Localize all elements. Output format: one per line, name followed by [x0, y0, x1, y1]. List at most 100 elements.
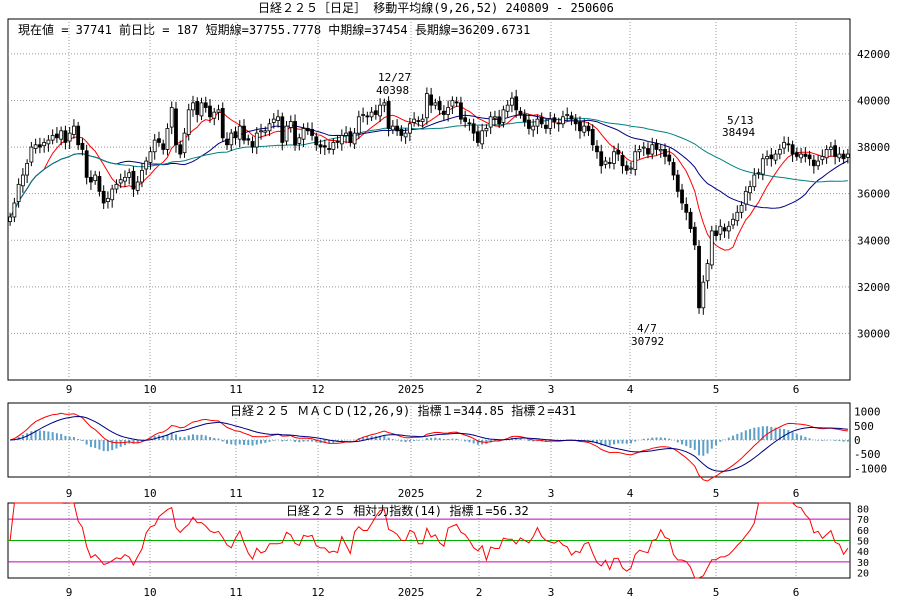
- macd-histogram-bar: [612, 440, 615, 445]
- candle-body: [684, 203, 689, 213]
- price-y-tick-label: 38000: [857, 141, 890, 154]
- annotation-1227-date: 12/27: [378, 71, 411, 84]
- x-tick-label: 2: [476, 487, 483, 500]
- candle-body: [16, 183, 21, 202]
- macd-histogram-bar: [43, 430, 46, 440]
- candle-body: [233, 131, 238, 139]
- macd-histogram-bar: [757, 427, 760, 440]
- rsi-y-tick-label: 50: [857, 537, 869, 548]
- candle-body: [760, 158, 765, 175]
- candle-body: [458, 102, 463, 120]
- candle-body: [276, 116, 280, 121]
- macd-histogram-bar: [374, 436, 377, 440]
- macd-histogram-bar: [383, 435, 386, 440]
- candle-body: [157, 138, 161, 143]
- candle-body: [522, 114, 527, 122]
- candle-body: [833, 145, 838, 157]
- candle-body: [663, 149, 667, 157]
- macd-histogram-bar: [174, 434, 177, 440]
- candle-body: [297, 137, 302, 144]
- candle-body: [841, 153, 846, 160]
- candle-body: [824, 149, 829, 159]
- candle-body: [335, 140, 340, 143]
- macd-histogram-bar: [51, 432, 54, 440]
- candle-body: [637, 149, 642, 153]
- candle-body: [454, 101, 459, 104]
- candle-body: [144, 160, 149, 170]
- macd-histogram-bar: [527, 440, 530, 441]
- candle-body: [561, 116, 565, 125]
- macd-histogram-bar: [162, 435, 165, 440]
- candle-body: [369, 111, 374, 118]
- candle-body: [186, 109, 191, 135]
- macd-histogram-bar: [838, 440, 841, 442]
- macd-histogram-bar: [149, 438, 152, 440]
- candle-body: [89, 176, 93, 183]
- macd-histogram-bar: [183, 436, 186, 440]
- candle-body: [739, 204, 744, 213]
- macd-histogram-bar: [47, 431, 50, 440]
- macd-histogram-bar: [817, 440, 820, 441]
- macd-histogram-bar: [804, 436, 807, 440]
- macd-histogram-bar: [642, 438, 645, 440]
- candle-body: [599, 151, 604, 167]
- macd-histogram-bar: [744, 430, 747, 440]
- macd-histogram-bar: [753, 427, 756, 440]
- x-tick-label: 6: [793, 586, 800, 599]
- macd-histogram-bar: [727, 437, 730, 440]
- candle-body: [361, 114, 365, 116]
- macd-histogram-bar: [689, 440, 692, 448]
- macd-histogram-bar: [306, 440, 309, 442]
- macd-histogram-bar: [340, 440, 343, 442]
- macd-histogram-bar: [115, 440, 118, 449]
- candle-body: [718, 225, 723, 235]
- candle-body: [569, 115, 574, 120]
- candle-body: [140, 169, 144, 183]
- candle-body: [777, 149, 782, 155]
- candle-body: [667, 154, 672, 162]
- candle-body: [250, 141, 255, 148]
- candle-body: [237, 125, 242, 140]
- x-tick-label: 5: [713, 586, 720, 599]
- macd-histogram-bar: [179, 436, 182, 440]
- candle-body: [208, 105, 212, 118]
- candle-body: [259, 130, 263, 133]
- candle-body: [118, 179, 123, 184]
- candle-body: [514, 96, 519, 111]
- macd-histogram-bar: [264, 440, 267, 443]
- macd-histogram-bar: [795, 434, 798, 440]
- candle-body: [586, 125, 591, 132]
- candle-body: [709, 230, 714, 266]
- macd-histogram-bar: [800, 435, 803, 440]
- candle-body: [807, 154, 812, 160]
- candle-body: [756, 172, 761, 175]
- rsi-y-tick-label: 70: [857, 515, 869, 526]
- candle-body: [59, 130, 64, 140]
- macd-histogram-bar: [119, 440, 122, 447]
- macd-histogram-bar: [719, 440, 722, 442]
- candle-body: [493, 116, 497, 119]
- candle-body: [322, 145, 327, 148]
- candle-body: [811, 159, 816, 167]
- candle-body: [93, 174, 98, 182]
- macd-histogram-bar: [221, 440, 224, 442]
- macd-histogram-bar: [430, 437, 433, 440]
- price-y-tick-label: 34000: [857, 234, 890, 247]
- macd-histogram-bar: [102, 440, 105, 452]
- macd-histogram-bar: [106, 440, 109, 452]
- x-tick-label: 9: [66, 383, 73, 396]
- macd-title: 日経２２５ ＭＡＣＤ(12,26,9) 指標１=344.85 指標２=431: [230, 403, 576, 418]
- macd-histogram-bar: [408, 440, 411, 442]
- macd-histogram-bar: [655, 437, 658, 440]
- macd-histogram-bar: [72, 437, 75, 440]
- candle-body: [305, 128, 310, 132]
- candle-body: [675, 174, 680, 192]
- candle-body: [356, 116, 361, 134]
- macd-histogram-bar: [166, 434, 169, 440]
- macd-histogram-bar: [387, 437, 390, 440]
- macd-histogram-bar: [821, 440, 824, 441]
- macd-histogram-bar: [617, 440, 620, 444]
- x-tick-label: 3: [548, 383, 555, 396]
- candle-body: [433, 102, 438, 106]
- macd-histogram-bar: [740, 432, 743, 440]
